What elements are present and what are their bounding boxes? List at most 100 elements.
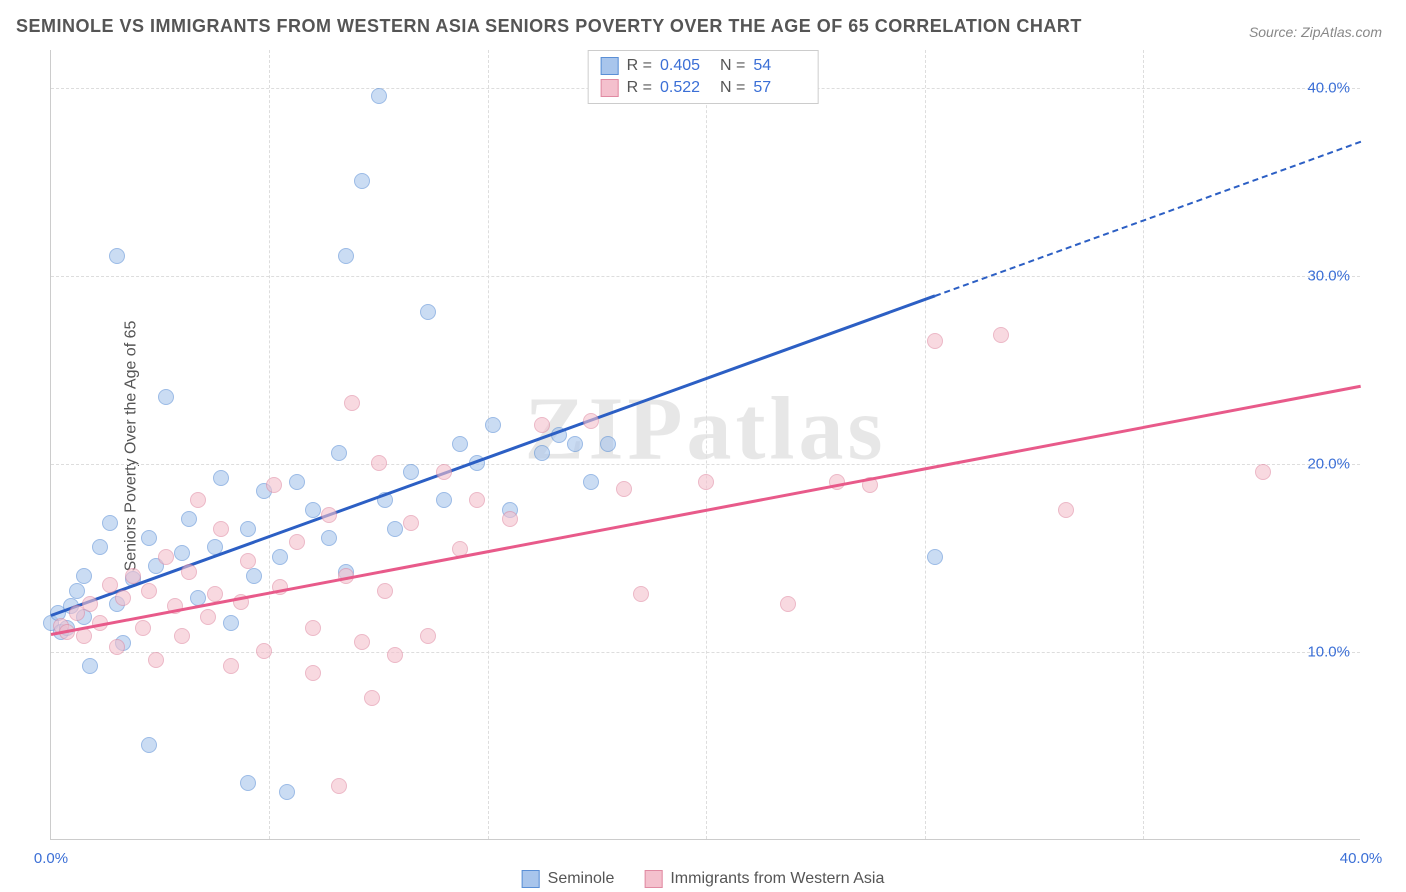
scatter-point [364, 690, 380, 706]
scatter-point [223, 615, 239, 631]
legend-swatch-icon [522, 870, 540, 888]
scatter-point [69, 583, 85, 599]
scatter-point [321, 507, 337, 523]
scatter-point [616, 481, 632, 497]
legend-stat-row: R =0.522N =57 [597, 77, 810, 99]
series-name: Seminole [548, 870, 615, 888]
scatter-point [354, 634, 370, 650]
chart-title: SEMINOLE VS IMMIGRANTS FROM WESTERN ASIA… [16, 16, 1082, 37]
scatter-point [371, 88, 387, 104]
y-tick-label: 30.0% [1307, 267, 1350, 284]
source-attribution: Source: ZipAtlas.com [1249, 24, 1382, 40]
scatter-point [1058, 502, 1074, 518]
scatter-point [82, 658, 98, 674]
scatter-point [436, 464, 452, 480]
scatter-point [583, 474, 599, 490]
scatter-point [200, 609, 216, 625]
scatter-point [469, 492, 485, 508]
scatter-point [927, 549, 943, 565]
scatter-point [181, 511, 197, 527]
scatter-point [246, 568, 262, 584]
scatter-point [387, 521, 403, 537]
scatter-point [256, 643, 272, 659]
scatter-point [174, 628, 190, 644]
legend-swatch-icon [601, 79, 619, 97]
y-tick-label: 10.0% [1307, 643, 1350, 660]
gridline-vertical [269, 50, 270, 839]
scatter-point [387, 647, 403, 663]
gridline-vertical [706, 50, 707, 839]
scatter-point [213, 521, 229, 537]
correlation-legend: R = 0.405 N = 54R = 0.522 N = 57 [588, 50, 819, 104]
scatter-point [1255, 464, 1271, 480]
scatter-point [321, 530, 337, 546]
scatter-point [213, 470, 229, 486]
gridline-vertical [925, 50, 926, 839]
r-value: 0.405 [660, 57, 712, 75]
scatter-point [102, 577, 118, 593]
scatter-point [452, 436, 468, 452]
scatter-point [305, 502, 321, 518]
scatter-point [338, 248, 354, 264]
gridline-vertical [488, 50, 489, 839]
scatter-point [190, 492, 206, 508]
n-value: 54 [753, 57, 805, 75]
scatter-point [141, 583, 157, 599]
series-legend: Seminole Immigrants from Western Asia [522, 870, 885, 888]
gridline-vertical [1143, 50, 1144, 839]
scatter-point [289, 534, 305, 550]
scatter-point [331, 778, 347, 794]
scatter-point [109, 639, 125, 655]
scatter-point [927, 333, 943, 349]
r-label: R = [627, 57, 652, 75]
n-value: 57 [753, 79, 805, 97]
scatter-point [174, 545, 190, 561]
x-tick-label: 0.0% [34, 850, 68, 867]
scatter-point [371, 455, 387, 471]
scatter-point [92, 539, 108, 555]
scatter-point [420, 304, 436, 320]
scatter-point [102, 515, 118, 531]
scatter-point [485, 417, 501, 433]
n-label: N = [720, 79, 745, 97]
scatter-point [148, 652, 164, 668]
scatter-point [534, 445, 550, 461]
y-tick-label: 40.0% [1307, 79, 1350, 96]
scatter-point [420, 628, 436, 644]
scatter-point [141, 530, 157, 546]
scatter-point [158, 549, 174, 565]
legend-stat-row: R = 0.405 N = 54 [597, 55, 810, 77]
scatter-point [125, 568, 141, 584]
scatter-point [436, 492, 452, 508]
scatter-point [993, 327, 1009, 343]
scatter-point [403, 515, 419, 531]
scatter-point [305, 665, 321, 681]
scatter-point [141, 737, 157, 753]
scatter-point [76, 568, 92, 584]
scatter-point [403, 464, 419, 480]
scatter-point [240, 553, 256, 569]
legend-swatch-icon [644, 870, 662, 888]
scatter-point [331, 445, 347, 461]
scatter-point [158, 389, 174, 405]
legend-swatch-icon [601, 57, 619, 75]
scatter-point [780, 596, 796, 612]
series-name: Immigrants from Western Asia [670, 870, 884, 888]
series-legend-item: Seminole [522, 870, 615, 888]
r-value: 0.522 [660, 79, 712, 97]
y-tick-label: 20.0% [1307, 455, 1350, 472]
scatter-point [567, 436, 583, 452]
scatter-point [698, 474, 714, 490]
scatter-point [344, 395, 360, 411]
scatter-point [135, 620, 151, 636]
trendline-extension [935, 140, 1361, 296]
scatter-point [223, 658, 239, 674]
scatter-point [354, 173, 370, 189]
scatter-point [377, 583, 393, 599]
scatter-point [240, 521, 256, 537]
scatter-point [289, 474, 305, 490]
n-label: N = [720, 57, 745, 75]
series-legend-item: Immigrants from Western Asia [644, 870, 884, 888]
scatter-point [240, 775, 256, 791]
scatter-point [82, 596, 98, 612]
